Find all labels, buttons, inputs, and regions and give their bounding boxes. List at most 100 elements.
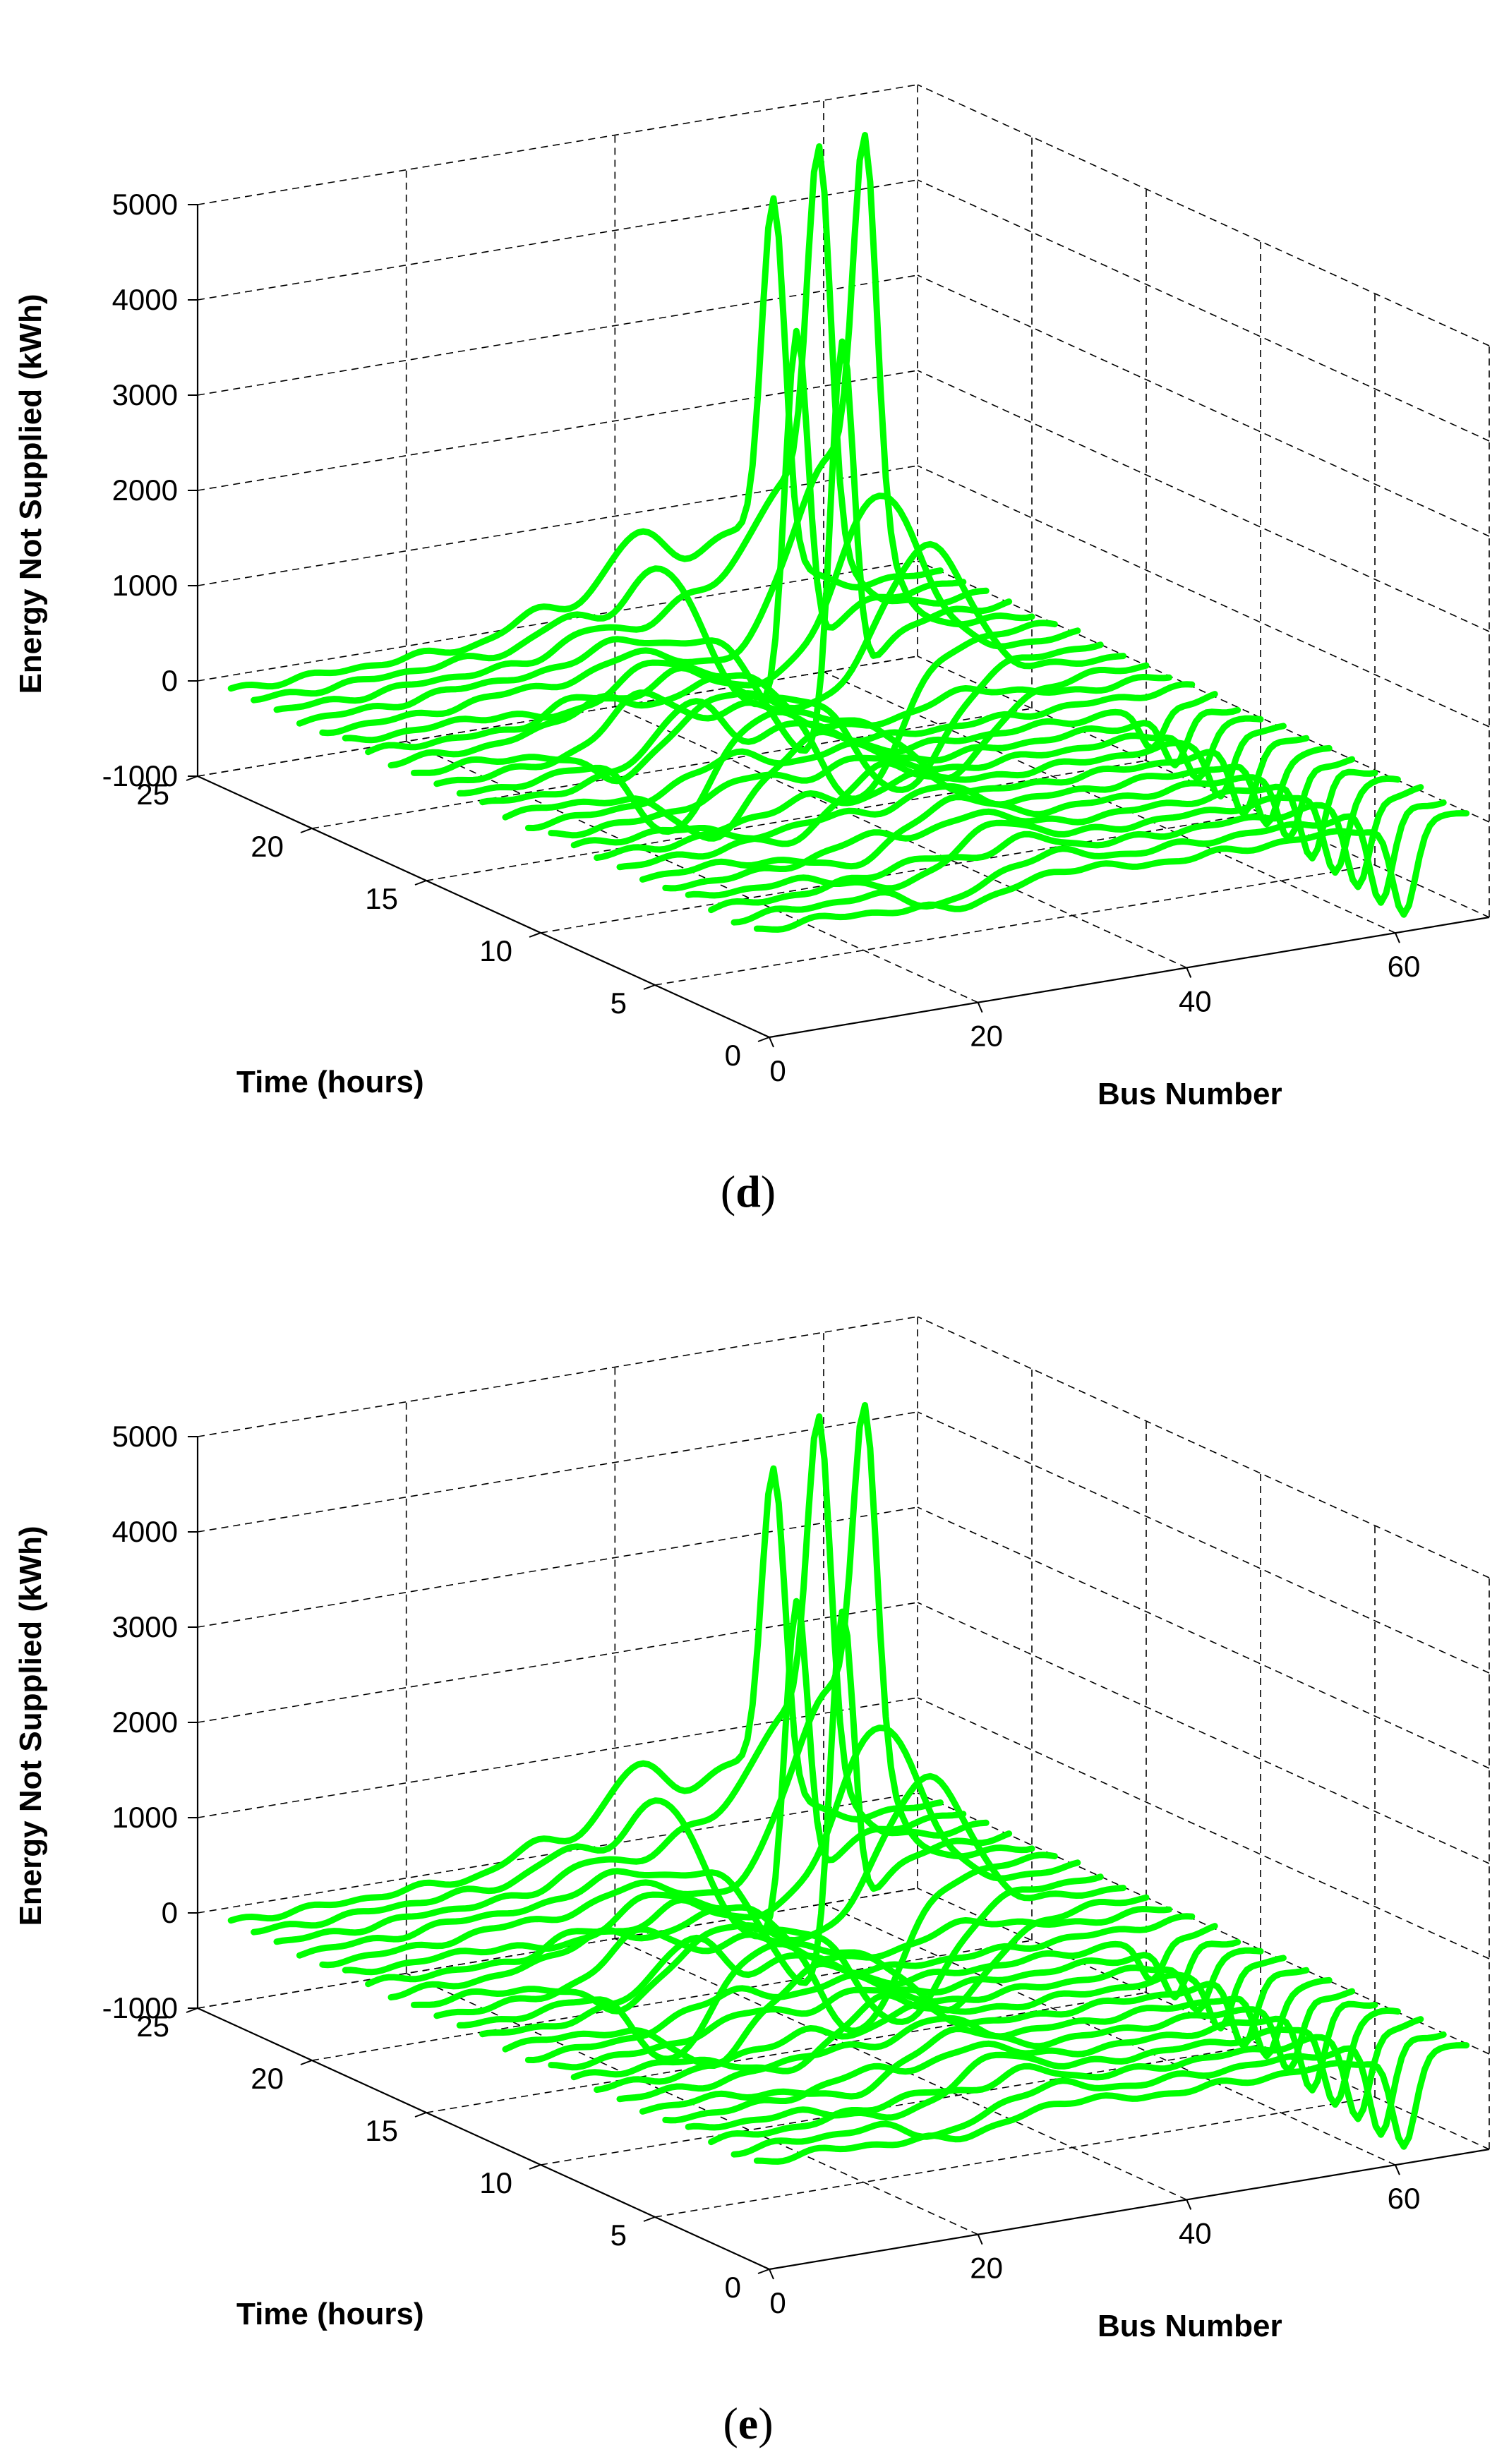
- series-line-hour-22: [273, 1413, 990, 1945]
- y-tick-label: 15: [365, 882, 398, 915]
- grid-line: [654, 2096, 1376, 2218]
- grid-line: [917, 274, 1490, 537]
- grid-line: [426, 1992, 1147, 2113]
- x-axis-label: Bus Number: [1098, 1077, 1282, 1111]
- grid-line: [197, 465, 918, 586]
- chart-panel-d: 0 20 40 60 0 5 10 15 20 25 -1000 0 1000 2000 3000 4000 5…: [13, 84, 1490, 1216]
- series-line-hour-16: [410, 540, 1127, 785]
- y-tick-label: 10: [479, 934, 512, 967]
- grid-line: [917, 1316, 1490, 1578]
- grid-line: [917, 370, 1490, 632]
- grid-line: [197, 179, 918, 301]
- y-tick-label: 5: [611, 986, 627, 1020]
- grid-line: [311, 708, 1033, 829]
- series-line-hour-24: [227, 1465, 944, 1924]
- z-tick-label: -1000: [102, 1991, 178, 2024]
- y-tick-mark: [757, 1037, 770, 1042]
- tick-group: 0 20 40 60 0 5 10 15 20 25-1000 0 1000 2000 3000 4000 5…: [102, 1420, 1421, 2319]
- series-line-hour-15: [433, 662, 1150, 787]
- x-tick-mark: [1186, 2199, 1192, 2210]
- grid-line: [917, 560, 1490, 823]
- series-line-hour-11: [524, 1938, 1242, 2063]
- series-line-hour-24: [227, 195, 944, 692]
- grid-line: [197, 1602, 918, 1723]
- series-line-hour-10: [548, 715, 1264, 839]
- y-tick-label: 25: [136, 778, 169, 811]
- z-tick-label: 1000: [112, 1801, 178, 1834]
- y-tick-mark: [300, 828, 313, 833]
- y-tick-label: 15: [365, 2114, 398, 2147]
- z-tick-label: 1000: [112, 569, 178, 602]
- y-tick-label: 20: [251, 2062, 284, 2095]
- grid-line: [917, 1697, 1490, 1959]
- y-tick-label: 20: [251, 830, 284, 863]
- z-tick-label: 0: [162, 1896, 178, 1929]
- grid-line: [917, 1411, 1490, 1674]
- series-line-hour-4: [685, 2007, 1401, 2131]
- tick-group: 0 20 40 60 0 5 10 15 20 25-1000 0 1000 2000 3000 4000 5…: [102, 188, 1421, 1087]
- z-tick-label: 2000: [112, 1705, 178, 1739]
- grid-line: [917, 179, 1490, 442]
- x-tick-label: 0: [769, 2286, 786, 2319]
- x-tick-label: 40: [1179, 984, 1212, 1017]
- grid-group: [196, 84, 1490, 1039]
- grid-line: [654, 864, 1376, 986]
- y-tick-mark: [414, 2112, 427, 2118]
- y-axis-label: Time (hours): [236, 1065, 424, 1099]
- y-tick-mark: [529, 2164, 541, 2170]
- y-tick-mark: [643, 984, 656, 990]
- z-tick-label: 4000: [112, 1515, 178, 1548]
- y-tick-label: 5: [611, 2218, 627, 2252]
- series-line-hour-22: [273, 143, 990, 713]
- series-group: [227, 1402, 1470, 2165]
- grid-line: [823, 671, 1396, 934]
- grid-line: [197, 1697, 918, 1818]
- y-tick-label: 10: [479, 2166, 512, 2199]
- series-line-hour-11: [524, 706, 1242, 831]
- chart-e: 0 20 40 60 0 5 10 15 20 25-1000 0 1000 2000 3000 4000 5…: [13, 1316, 1490, 2448]
- grid-line: [426, 760, 1147, 881]
- grid-line: [917, 465, 1490, 727]
- x-tick-label: 20: [970, 2252, 1003, 2285]
- series-line-hour-10: [548, 1947, 1264, 2071]
- grid-line: [197, 274, 918, 396]
- z-tick-label: 0: [162, 664, 178, 697]
- y-axis-label: Time (hours): [236, 2297, 424, 2331]
- x-tick-label: 40: [1179, 2216, 1212, 2249]
- series-line-hour-20: [319, 1402, 1035, 1969]
- series-line-hour-19: [342, 1852, 1058, 2034]
- series-line-hour-2: [731, 2031, 1447, 2158]
- grid-line: [540, 2044, 1261, 2166]
- y-tick-mark: [414, 880, 427, 886]
- series-line-hour-16: [410, 1772, 1127, 2015]
- grid-line: [197, 1411, 918, 1533]
- grid-line: [197, 84, 918, 205]
- x-tick-label: 20: [970, 1020, 1003, 1053]
- y-axis-line: [197, 2007, 770, 2271]
- grid-line: [540, 812, 1261, 934]
- series-line-hour-3: [708, 2016, 1424, 2146]
- series-line-hour-7: [616, 744, 1333, 871]
- series-line-hour-19: [342, 620, 1058, 802]
- grid-line: [311, 1940, 1033, 2061]
- series-line-hour-7: [616, 1976, 1333, 2103]
- series-line-hour-1: [753, 2042, 1470, 2165]
- series-line-hour-21: [296, 338, 1013, 754]
- y-tick-mark: [300, 2060, 313, 2065]
- z-tick-label: -1000: [102, 759, 178, 792]
- series-line-hour-23: [251, 327, 967, 708]
- series-line-hour-20: [319, 132, 1035, 737]
- grid-line: [197, 1316, 918, 1437]
- series-group: [227, 132, 1470, 933]
- x-axis-line: [769, 2148, 1490, 2271]
- y-tick-label: 0: [725, 1039, 741, 1072]
- x-tick-mark: [977, 2234, 983, 2245]
- panel-caption: (e): [723, 2398, 773, 2448]
- series-line-hour-2: [731, 799, 1447, 926]
- series-line-hour-4: [685, 775, 1401, 899]
- grid-line: [197, 1506, 918, 1628]
- x-axis-label: Bus Number: [1098, 2309, 1282, 2343]
- chart-panel-e: 0 20 40 60 0 5 10 15 20 25 -1000 0 1000 2000 3000 4000 5…: [0, 1232, 1497, 2464]
- x-tick-mark: [1186, 967, 1192, 978]
- series-line-hour-6: [639, 756, 1356, 883]
